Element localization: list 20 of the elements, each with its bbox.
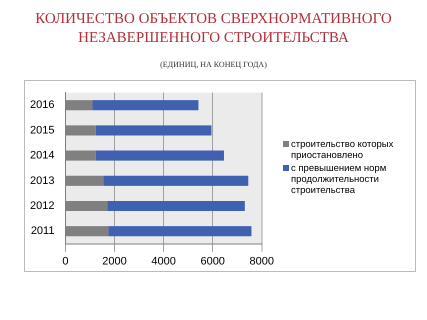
bar <box>96 125 212 136</box>
y-tick-label: 2012 <box>30 200 54 212</box>
y-tick-label: 2016 <box>30 99 54 112</box>
y-tick-label: 2013 <box>30 174 54 187</box>
y-tick-label: 2015 <box>30 124 54 136</box>
x-tick-label: 0 <box>62 255 69 268</box>
bar <box>107 200 245 212</box>
bar <box>92 100 198 110</box>
chart-title: КОЛИЧЕСТВО ОБЪЕКТОВ СВЕРХНОРМАТИВНОГО НЕЗАВЕРШЕННОГО СТРОИТЕЛЬСТВА <box>34 10 393 48</box>
chart-subtitle: (ЕДИНИЦ, НА КОНЕЦ ГОДА) <box>159 60 268 69</box>
y-tick-label: 2011 <box>30 225 54 238</box>
bar <box>96 150 224 161</box>
x-tick-label: 2000 <box>102 255 127 268</box>
y-tick-label: 2014 <box>30 150 54 162</box>
legend-label: с превышением норм продолжительности строительства <box>291 163 388 196</box>
x-tick-label: 4000 <box>151 255 176 268</box>
bar <box>103 176 248 186</box>
bar <box>108 226 252 236</box>
x-tick-label: 6000 <box>200 255 225 268</box>
x-tick-label: 8000 <box>250 255 274 268</box>
